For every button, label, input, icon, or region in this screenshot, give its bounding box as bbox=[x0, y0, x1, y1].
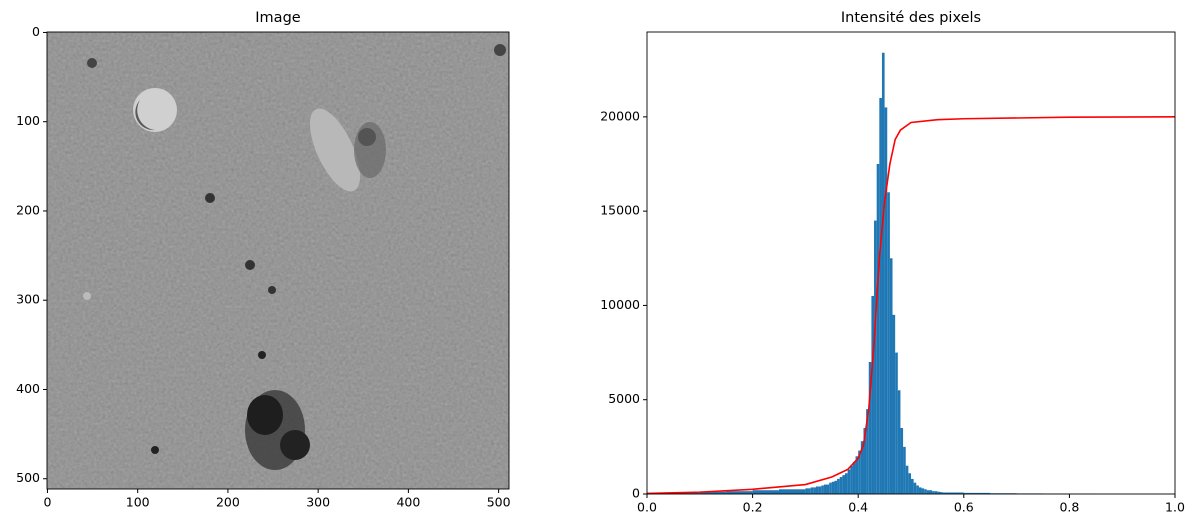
histogram-bar bbox=[868, 362, 872, 494]
histogram-bar bbox=[808, 488, 811, 494]
histogram-bar bbox=[913, 482, 917, 494]
histogram-bar bbox=[889, 258, 893, 494]
histogram-bar bbox=[940, 492, 943, 494]
x-tick-label: 0 bbox=[43, 495, 51, 510]
axes-frame bbox=[46, 31, 510, 490]
y-tick-label: 200 bbox=[16, 202, 40, 217]
histogram-bar bbox=[845, 473, 848, 494]
x-tick-label: 0.6 bbox=[954, 500, 974, 515]
histogram-bar bbox=[805, 488, 809, 494]
image-pixels bbox=[47, 32, 509, 489]
histogram-bar bbox=[863, 428, 867, 494]
histogram-bar bbox=[818, 486, 822, 494]
histogram-bar bbox=[905, 465, 909, 494]
histogram-bar bbox=[942, 492, 964, 494]
cdf-line bbox=[646, 116, 1176, 495]
y-tick-label: 5000 bbox=[608, 391, 640, 406]
y-tick-label: 300 bbox=[16, 292, 40, 307]
histogram-bar bbox=[932, 491, 935, 494]
y-tick-label: 0 bbox=[632, 486, 640, 501]
histogram-bar bbox=[815, 486, 819, 494]
histogram-bar bbox=[963, 492, 991, 494]
x-tick-label: 500 bbox=[487, 495, 511, 510]
histogram-bar bbox=[829, 482, 832, 494]
histogram-bar bbox=[779, 489, 806, 494]
y-tick-label: 20000 bbox=[600, 108, 640, 123]
histogram-bar bbox=[879, 98, 882, 494]
y-tick-label: 400 bbox=[16, 381, 40, 396]
y-tick-label: 15000 bbox=[600, 203, 640, 218]
y-tick-label: 10000 bbox=[600, 297, 640, 312]
histogram-bar bbox=[866, 409, 869, 494]
histogram-bar bbox=[850, 465, 853, 494]
histogram-bar bbox=[884, 107, 888, 494]
histogram-bar bbox=[874, 220, 877, 495]
histogram-bar bbox=[847, 469, 851, 494]
histogram-bar bbox=[726, 491, 753, 494]
histogram-bar bbox=[871, 296, 875, 494]
histogram-bar bbox=[895, 352, 898, 494]
histogram-bar bbox=[881, 52, 885, 494]
histogram-bar bbox=[918, 487, 922, 494]
histogram-bar bbox=[897, 390, 901, 494]
x-tick-label: 0.8 bbox=[1059, 500, 1079, 515]
x-tick-label: 200 bbox=[216, 495, 240, 510]
histogram-bar bbox=[842, 475, 845, 494]
histogram-bar bbox=[852, 461, 856, 494]
histogram-bar bbox=[858, 450, 861, 494]
axes-frame bbox=[646, 31, 1176, 495]
histogram-bar bbox=[810, 487, 814, 494]
y-tick-label: 500 bbox=[16, 470, 40, 485]
histogram-bar bbox=[831, 481, 835, 494]
histogram-bar bbox=[699, 491, 727, 494]
x-tick-label: 0.0 bbox=[637, 500, 657, 515]
histogram-bar bbox=[823, 484, 827, 494]
y-tick-label: 0 bbox=[32, 24, 40, 39]
x-tick-label: 100 bbox=[126, 495, 150, 510]
histogram-bar bbox=[934, 491, 938, 494]
histogram-bar bbox=[926, 490, 930, 494]
y-tick-label: 100 bbox=[16, 113, 40, 128]
x-tick-label: 0.2 bbox=[743, 500, 763, 515]
histogram-bar bbox=[903, 446, 906, 494]
histogram-bar bbox=[813, 487, 816, 494]
chart-title: Intensité des pixels bbox=[841, 10, 981, 26]
histogram-bar bbox=[752, 490, 779, 494]
histogram-bar bbox=[908, 473, 911, 494]
histogram-bar bbox=[837, 478, 840, 494]
x-tick-label: 0.4 bbox=[848, 500, 868, 515]
histogram-bar bbox=[916, 485, 919, 494]
histogram-bar bbox=[921, 488, 925, 494]
histogram-bar bbox=[911, 478, 914, 494]
histogram-bar bbox=[900, 428, 904, 494]
x-tick-label: 400 bbox=[396, 495, 420, 510]
histogram-bar bbox=[855, 456, 859, 494]
chart-title: Image bbox=[255, 10, 300, 26]
histogram-bar bbox=[834, 480, 838, 494]
histogram-bar bbox=[673, 492, 700, 494]
histogram-bar bbox=[826, 484, 830, 494]
histogram-bar bbox=[937, 491, 941, 494]
histogram-bar bbox=[821, 485, 824, 494]
histogram-bar bbox=[892, 314, 896, 494]
x-tick-label: 300 bbox=[306, 495, 330, 510]
histogram-bar bbox=[860, 441, 864, 494]
histogram-bar bbox=[839, 477, 843, 494]
x-tick-label: 1.0 bbox=[1165, 500, 1185, 515]
histogram-bar bbox=[876, 164, 880, 494]
histogram-bar bbox=[924, 489, 927, 494]
histogram-bar bbox=[929, 490, 933, 494]
histogram-bar bbox=[887, 192, 890, 495]
